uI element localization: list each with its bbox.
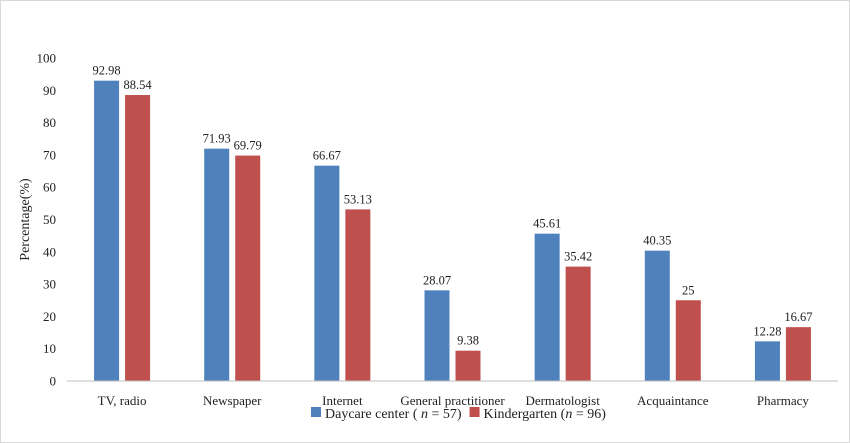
bar-s1-c5 (675, 300, 701, 381)
category-label-3: General practitioner (400, 393, 505, 408)
data-label-s1-c2: 53.13 (344, 192, 372, 206)
y-tick-label-3: 30 (43, 277, 56, 292)
bar-s0-c2 (314, 165, 340, 381)
y-tick-label-8: 80 (43, 115, 56, 130)
data-label-s0-c5: 40.35 (643, 234, 671, 248)
data-label-s1-c3: 9.38 (457, 334, 479, 348)
data-label-s0-c4: 45.61 (533, 217, 561, 231)
bar-s0-c1 (204, 148, 230, 381)
y-tick-label-1: 10 (43, 341, 56, 356)
category-label-4: Dermatologist (525, 393, 600, 408)
category-label-1: Newspaper (203, 393, 262, 408)
y-tick-label-2: 20 (43, 309, 56, 324)
y-tick-label-7: 70 (43, 147, 56, 162)
y-tick-label-5: 50 (43, 212, 56, 227)
data-label-s0-c1: 71.93 (203, 132, 231, 146)
bar-s1-c3 (455, 350, 481, 381)
bar-s0-c4 (534, 233, 560, 381)
data-label-s0-c2: 66.67 (313, 149, 341, 163)
legend-swatch-1 (469, 407, 480, 417)
data-label-s1-c5: 25 (682, 283, 695, 297)
legend-swatch-0 (311, 407, 321, 417)
data-label-s1-c0: 88.54 (124, 78, 153, 92)
bar-s0-c3 (424, 290, 450, 381)
bar-s1-c2 (345, 209, 371, 381)
y-tick-label-0: 0 (50, 374, 57, 389)
bar-s1-c1 (235, 155, 261, 381)
y-axis-label: Percentage(%) (18, 178, 33, 261)
data-label-s1-c1: 69.79 (234, 139, 262, 153)
legend-label-0: Daycare center ( n = 57) (325, 407, 462, 422)
category-label-5: Acquaintance (637, 393, 709, 408)
bar-s1-c0 (125, 95, 151, 381)
category-labels: TV, radio Newspaper Internet General practi… (98, 393, 810, 408)
data-label-s1-c4: 35.42 (564, 250, 592, 264)
y-tick-label-10: 100 (37, 51, 57, 66)
legend: Daycare center ( n = 57) Kindergarten (n … (311, 407, 606, 422)
y-tick-label-4: 40 (43, 244, 56, 259)
y-axis: 0 10 20 30 40 50 60 70 80 90 100 (37, 51, 57, 389)
y-tick-label-6: 60 (43, 180, 56, 195)
category-label-2: Internet (322, 393, 363, 408)
data-label-s0-c3: 28.07 (423, 273, 451, 287)
bar-s1-c4 (565, 266, 591, 381)
bar-s1-c6 (785, 327, 811, 381)
bar-s0-c6 (754, 341, 780, 381)
category-label-6: Pharmacy (757, 393, 809, 408)
bar-s0-c5 (644, 250, 670, 381)
category-label-0: TV, radio (98, 393, 147, 408)
data-label-s0-c0: 92.98 (93, 64, 121, 78)
data-label-s1-c6: 16.67 (784, 310, 812, 324)
bar-s0-c0 (94, 80, 120, 382)
legend-label-1: Kindergarten (n = 96) (484, 407, 607, 422)
y-tick-label-9: 90 (43, 83, 56, 98)
bars (94, 80, 811, 382)
data-label-s0-c6: 12.28 (753, 324, 781, 338)
